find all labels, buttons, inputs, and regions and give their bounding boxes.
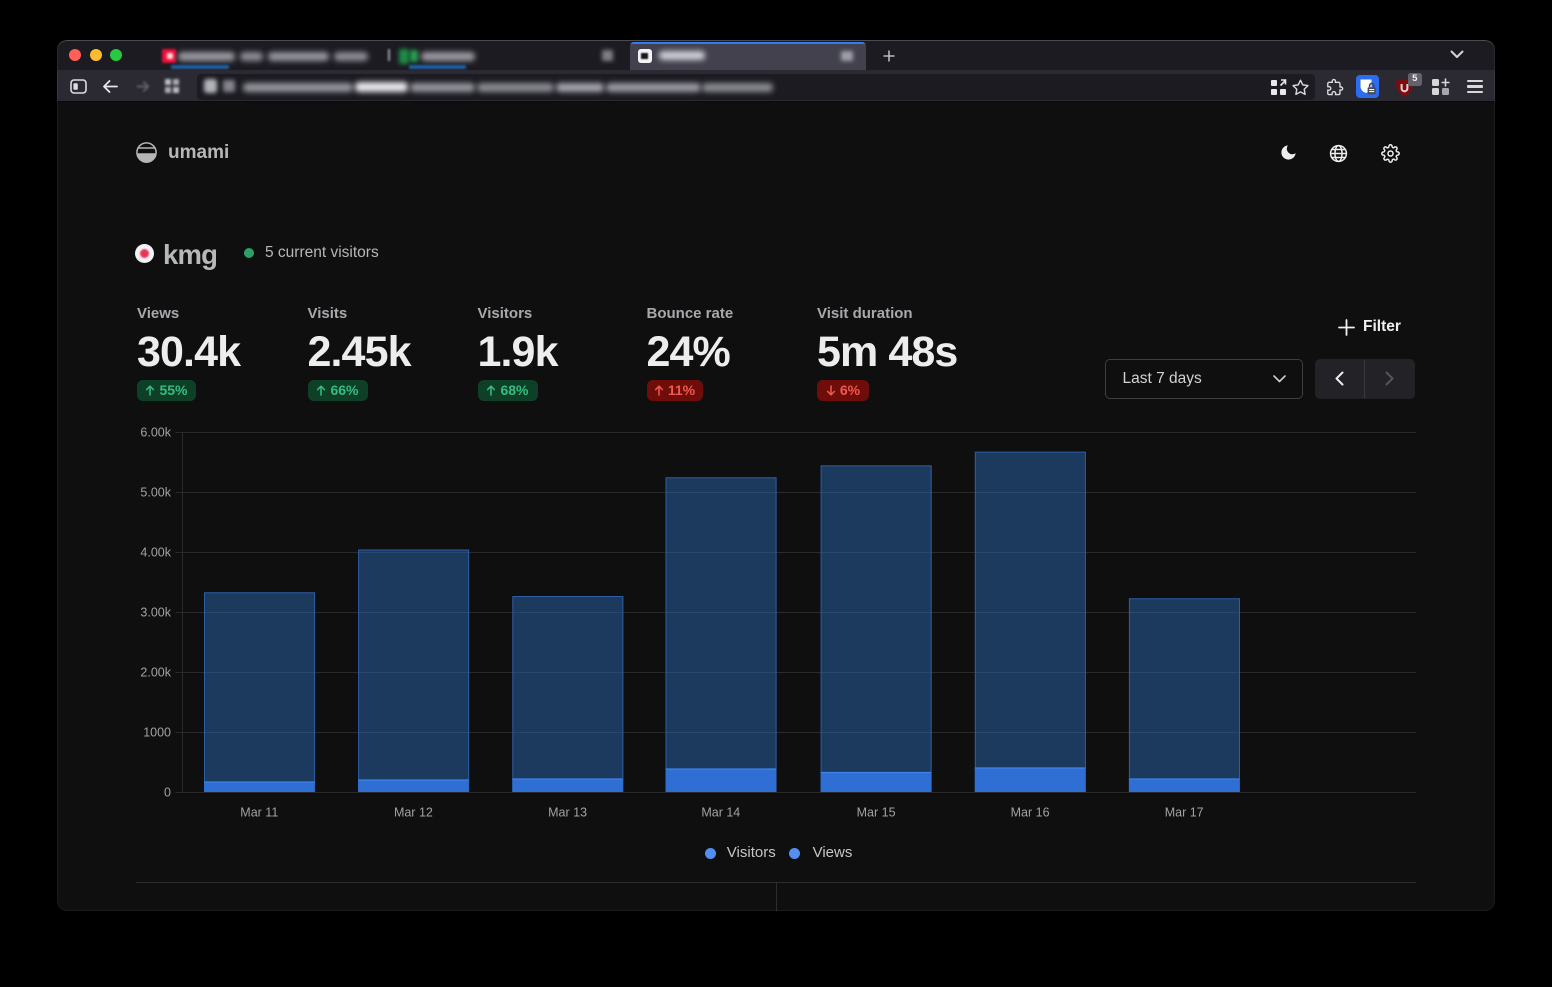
svg-text:Mar 12: Mar 12 (394, 806, 433, 820)
svg-text:0: 0 (164, 786, 171, 800)
svg-text:5.00k: 5.00k (140, 486, 171, 500)
svg-text:1000: 1000 (143, 726, 171, 740)
svg-text:Mar 13: Mar 13 (548, 806, 587, 820)
svg-text:Mar 14: Mar 14 (701, 806, 740, 820)
svg-text:4.00k: 4.00k (140, 546, 171, 560)
svg-text:6.00k: 6.00k (140, 426, 171, 440)
svg-text:Mar 11: Mar 11 (240, 806, 278, 820)
svg-text:Mar 15: Mar 15 (857, 806, 896, 820)
svg-text:2.00k: 2.00k (140, 666, 171, 680)
svg-text:Mar 16: Mar 16 (1011, 806, 1050, 820)
svg-text:3.00k: 3.00k (140, 606, 171, 620)
svg-text:Mar 17: Mar 17 (1165, 806, 1204, 820)
